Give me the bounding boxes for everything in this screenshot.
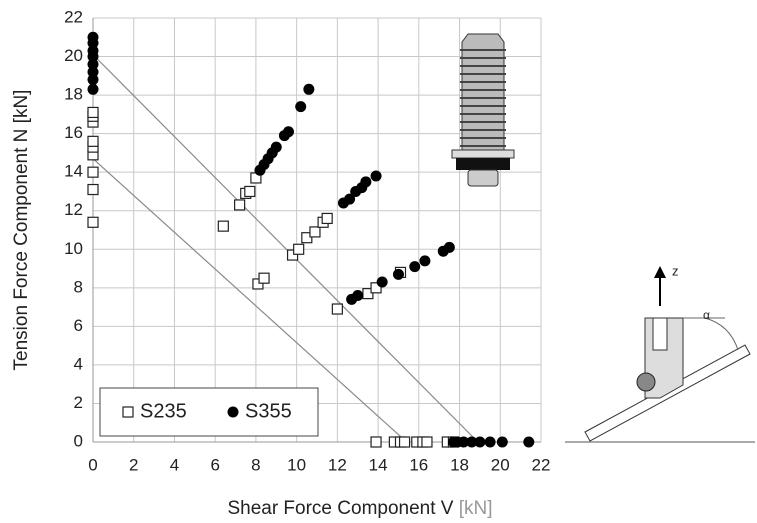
x-tick-label: 22 [532,455,551,474]
mounting-diagram: z α [565,263,755,443]
data-point [293,243,305,255]
data-point [87,74,99,86]
data-point [496,436,508,448]
x-tick-label: 18 [450,455,469,474]
legend-marker [227,406,239,418]
x-tick-label: 4 [170,455,179,474]
data-point [352,290,364,302]
data-point [360,176,372,188]
data-point [309,226,321,238]
data-point [270,141,282,153]
y-tick-label: 4 [74,354,83,373]
y-tick-label: 20 [64,46,83,65]
x-tick-label: 2 [129,455,138,474]
data-point [258,272,270,284]
data-point [244,185,256,198]
y-tick-label: 12 [64,200,83,219]
y-tick-label: 6 [74,316,83,335]
x-tick-label: 16 [409,455,428,474]
data-point [282,126,294,138]
data-point [286,249,299,261]
data-point [295,101,307,113]
data-point [234,199,246,211]
angle-label: α [703,308,710,322]
y-tick-label: 14 [64,162,83,181]
data-point [87,83,99,95]
reference-line [92,54,479,443]
x-tick-label: 0 [88,455,97,474]
y-axis-label: Tension Force Component N [kN] [11,90,32,371]
legend-box [99,387,319,437]
data-point [421,436,433,448]
data-point [466,436,478,448]
x-tick-label: 6 [210,455,219,474]
x-tick-label: 14 [369,455,388,474]
data-point [331,303,343,315]
y-tick-label: 22 [64,7,83,26]
data-point [398,436,411,448]
data-point [87,166,99,178]
x-tick-label: 10 [287,455,306,474]
x-tick-label: 20 [491,455,510,474]
data-point [303,83,315,95]
data-point [87,183,99,196]
data-point [376,276,388,288]
reference-line [92,158,408,443]
legend-label: S355 [245,400,292,422]
y-tick-label: 8 [74,277,83,296]
data-point [474,436,486,448]
x-tick-label: 12 [328,455,347,474]
data-point [392,268,404,280]
data-point [87,66,99,78]
x-axis-unit: [kN] [459,498,493,519]
data-point [87,45,99,57]
data-point [362,288,374,300]
data-point [484,436,496,448]
bolt-image [451,33,515,187]
y-tick-label: 16 [64,123,83,142]
data-point [301,232,313,244]
data-point [344,193,356,205]
data-point [321,212,333,225]
legend-marker [122,406,134,418]
data-point [370,170,382,182]
data-point [370,282,382,294]
data-point [87,135,99,147]
y-tick-label: 2 [74,393,83,412]
axis-label: z [672,263,679,278]
data-point [87,58,99,70]
x-tick-label: 8 [251,455,260,474]
data-point [458,436,470,448]
data-point [443,241,455,253]
data-point [370,436,382,448]
data-point [87,31,99,43]
legend-label: S235 [140,400,187,422]
x-axis-label-text: Shear Force Component V [227,498,453,519]
data-point [87,106,99,119]
y-tick-label: 0 [74,431,83,450]
data-point [419,255,431,267]
data-point [409,261,421,273]
y-tick-label: 10 [64,239,83,258]
data-point [217,220,229,232]
data-point [523,436,535,448]
data-point [87,216,99,228]
data-point [252,278,264,290]
x-axis-label: Shear Force Component V [kN] [227,498,492,519]
y-tick-label: 18 [64,85,83,104]
